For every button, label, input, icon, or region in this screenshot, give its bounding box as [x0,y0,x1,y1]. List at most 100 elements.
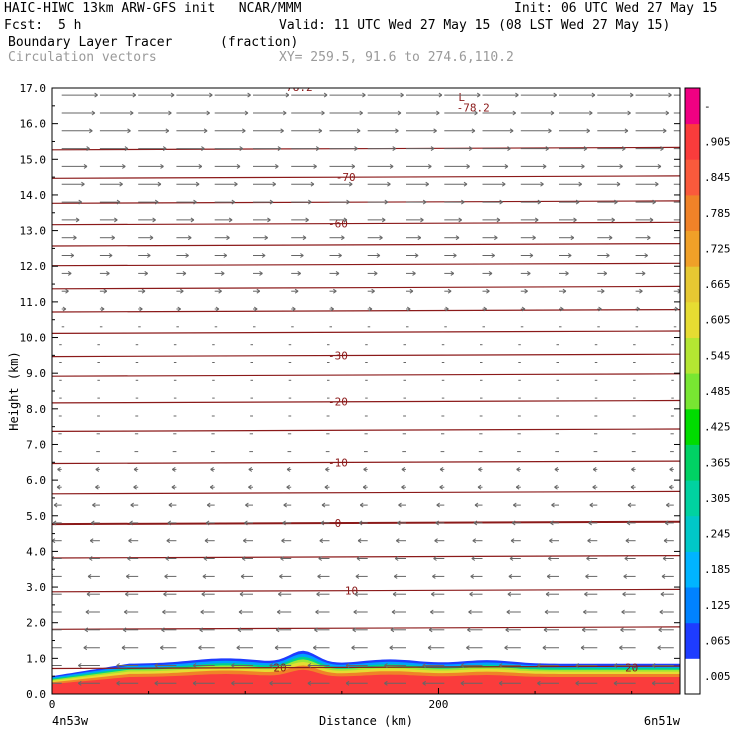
wind-vector [662,556,674,561]
wind-vector [635,270,646,276]
wind-vector [651,680,674,686]
wind-vector-head [511,520,516,526]
colorbar-label: .785 [704,207,731,220]
wind-vector [584,591,598,597]
wind-vector-head [400,92,404,98]
y-tick-label: 11.0 [20,296,47,309]
wind-vector [78,680,100,686]
wind-vector [253,92,290,98]
wind-vector-head [83,163,88,169]
wind-vector [597,253,610,258]
wind-vector [214,235,230,241]
wind-vector-head [343,217,348,223]
wind-vector-head [368,306,373,312]
wind-vector [316,591,330,597]
wind-vector-head [318,128,323,134]
wind-vector-head [664,520,669,526]
wind-vector [99,181,123,187]
wind-vector-head [589,502,594,508]
wind-vector-head [507,146,511,152]
wind-vector [635,217,654,223]
wind-vector [673,112,680,114]
wind-vector-head [389,163,394,169]
wind-vector [520,146,550,152]
wind-vector [635,253,648,258]
wind-vector [444,181,468,187]
colorbar-label: - [704,100,711,113]
wind-vector [130,502,139,508]
wind-vector-head [707,93,710,97]
wind-vector-head [243,538,247,544]
wind-vector [329,146,358,152]
colorbar-label: .425 [704,421,731,434]
wind-vector-head [201,591,206,597]
wind-vector [201,591,215,597]
wind-vector-head [476,92,481,98]
wind-vector [237,627,253,633]
wind-vector [176,181,200,187]
wind-vector [444,306,449,312]
wind-vector [99,128,131,134]
wind-vector-head [393,573,398,579]
colorbar-swatch [685,123,700,160]
wind-vector-head [330,306,334,312]
wind-vector-head [560,306,564,312]
wind-vector-head [286,466,291,472]
wind-vector-head [46,646,49,650]
wind-vector-head [161,627,165,633]
wind-vector [248,484,253,490]
wind-vector [520,288,528,294]
wind-vector-head [592,484,596,490]
wind-vector-head [401,466,406,472]
wind-vector-head [527,270,531,276]
wind-vector-head [422,199,427,205]
wind-vector-head [397,520,401,526]
wind-vector-head [508,573,513,579]
wind-vector [48,610,62,614]
wind-vector-head [466,645,470,651]
wind-vector-head [48,610,51,614]
wind-vector [99,92,137,98]
wind-vector [394,556,406,561]
wind-vector [291,306,296,312]
isotherm-13 [52,285,680,290]
wind-vector-head [589,110,593,116]
field-name: Boundary Layer Tracer [8,35,173,50]
wind-vector [482,217,501,223]
wind-vector [597,146,626,152]
wind-vector-head [292,306,296,312]
wind-vector-head [661,573,666,579]
wind-vector [61,128,93,134]
wind-vector-head [529,253,534,258]
isotherm-18 [52,175,680,179]
isotherm-8 [52,399,680,404]
wind-vector [597,217,615,223]
wind-vector-head [321,110,325,116]
wind-vector-head [662,556,667,561]
wind-vector-head [647,235,651,241]
wind-vector [537,663,559,668]
colorbar-label: .605 [704,314,731,327]
wind-vector-head [355,573,360,579]
wind-vector [318,556,330,561]
wind-vector [581,627,598,633]
wind-vector [253,306,258,312]
wind-vector [241,556,253,561]
wind-vector-head [294,288,299,294]
wind-vector-head [513,502,517,508]
wind-vector [214,146,243,152]
wind-vector [398,502,406,508]
wind-vector [474,502,483,508]
minimum-mark: L [458,91,465,104]
wind-vector-head [91,110,96,116]
wind-vector-head [636,306,641,312]
wind-vector [95,484,100,490]
wind-vector-head [436,110,440,116]
wind-vector [520,217,539,223]
wind-vector-head [65,288,69,294]
y-tick-label: 8.0 [26,403,46,416]
wind-vector-head [279,573,283,579]
wind-vector-head [567,253,572,258]
wind-vector [307,680,330,686]
wind-vector [291,199,312,205]
